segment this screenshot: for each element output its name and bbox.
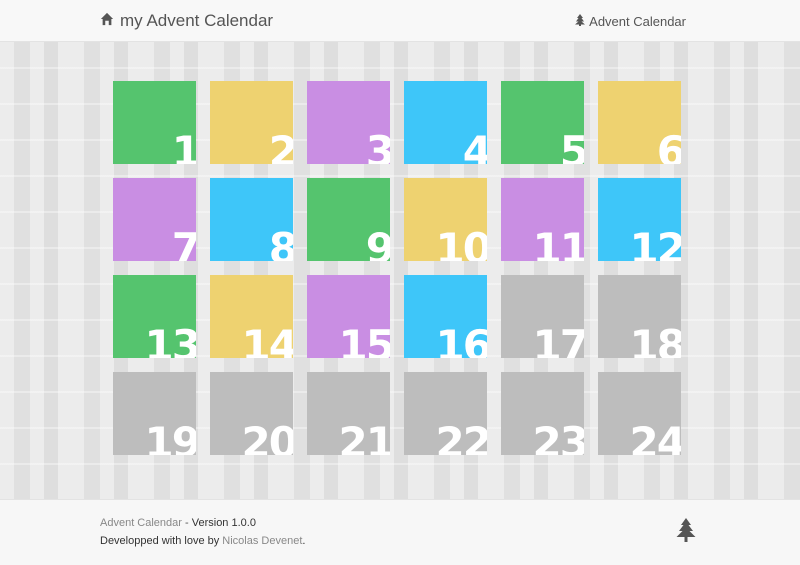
day-number: 16 [435, 321, 487, 359]
day-number: 8 [268, 224, 293, 262]
footer-version: Version 1.0.0 [191, 517, 256, 529]
day-tile-6[interactable]: 6 [598, 81, 681, 164]
day-number: 21 [338, 418, 390, 456]
day-tile-9[interactable]: 9 [307, 178, 390, 261]
day-tile-10[interactable]: 10 [404, 178, 487, 261]
day-tile-7[interactable]: 7 [113, 178, 196, 261]
day-tile-16[interactable]: 16 [404, 275, 487, 358]
day-number: 10 [435, 224, 487, 262]
footer-version-line: Advent Calendar - Version 1.0.0 [100, 517, 256, 529]
day-number: 22 [435, 418, 487, 456]
day-tile-15[interactable]: 15 [307, 275, 390, 358]
home-icon [100, 11, 114, 31]
day-number: 4 [462, 127, 487, 165]
nav-link-label: Advent Calendar [589, 13, 686, 29]
day-tile-21[interactable]: 21 [307, 372, 390, 455]
footer-credit-prefix: Developped with love by [100, 535, 223, 547]
day-tile-1[interactable]: 1 [113, 81, 196, 164]
day-number: 2 [268, 127, 293, 165]
day-number: 11 [532, 224, 584, 262]
day-number: 17 [532, 321, 584, 359]
footer-app-link[interactable]: Advent Calendar [100, 517, 182, 529]
footer-author-link[interactable]: Nicolas Devenet [222, 535, 303, 547]
day-tile-13[interactable]: 13 [113, 275, 196, 358]
day-tile-19[interactable]: 19 [113, 372, 196, 455]
day-number: 9 [365, 224, 390, 262]
day-number: 13 [144, 321, 196, 359]
day-number: 20 [241, 418, 293, 456]
day-number: 24 [629, 418, 681, 456]
day-tile-8[interactable]: 8 [210, 178, 293, 261]
brand-label: my Advent Calendar [120, 11, 274, 30]
calendar-background: 1 2 3 4 5 6 7 8 9 10 11 12 13 14 15 16 17 18 19 20 21 22 23 24 [0, 42, 800, 499]
day-number: 12 [629, 224, 681, 262]
day-number: 15 [338, 321, 390, 359]
day-tile-2[interactable]: 2 [210, 81, 293, 164]
day-tile-5[interactable]: 5 [501, 81, 584, 164]
day-number: 23 [532, 418, 584, 456]
day-number: 3 [365, 127, 390, 165]
day-tile-14[interactable]: 14 [210, 275, 293, 358]
day-tile-22[interactable]: 22 [404, 372, 487, 455]
nav-advent-calendar-link[interactable]: Advent Calendar [575, 12, 686, 30]
day-number: 19 [144, 418, 196, 456]
day-tile-12[interactable]: 12 [598, 178, 681, 261]
navbar: my Advent Calendar Advent Calendar [0, 0, 800, 42]
day-number: 5 [559, 127, 584, 165]
day-number: 18 [629, 321, 681, 359]
day-tile-24[interactable]: 24 [598, 372, 681, 455]
footer-separator: - [181, 517, 192, 529]
tree-icon [676, 518, 696, 542]
footer: Advent Calendar - Version 1.0.0 Developp… [0, 499, 800, 565]
day-tile-11[interactable]: 11 [501, 178, 584, 261]
footer-credit-line: Developped with love by Nicolas Devenet. [100, 535, 305, 547]
day-tile-18[interactable]: 18 [598, 275, 681, 358]
brand-link[interactable]: my Advent Calendar [100, 10, 273, 32]
day-tile-4[interactable]: 4 [404, 81, 487, 164]
tree-icon [575, 13, 586, 29]
calendar-grid: 1 2 3 4 5 6 7 8 9 10 11 12 13 14 15 16 17 18 19 20 21 22 23 24 [113, 81, 681, 455]
day-tile-23[interactable]: 23 [501, 372, 584, 455]
day-tile-3[interactable]: 3 [307, 81, 390, 164]
day-number: 14 [241, 321, 293, 359]
day-tile-17[interactable]: 17 [501, 275, 584, 358]
day-tile-20[interactable]: 20 [210, 372, 293, 455]
day-number: 6 [656, 127, 681, 165]
day-number: 7 [171, 224, 196, 262]
day-number: 1 [171, 127, 196, 165]
footer-credit-suffix: . [302, 535, 306, 547]
